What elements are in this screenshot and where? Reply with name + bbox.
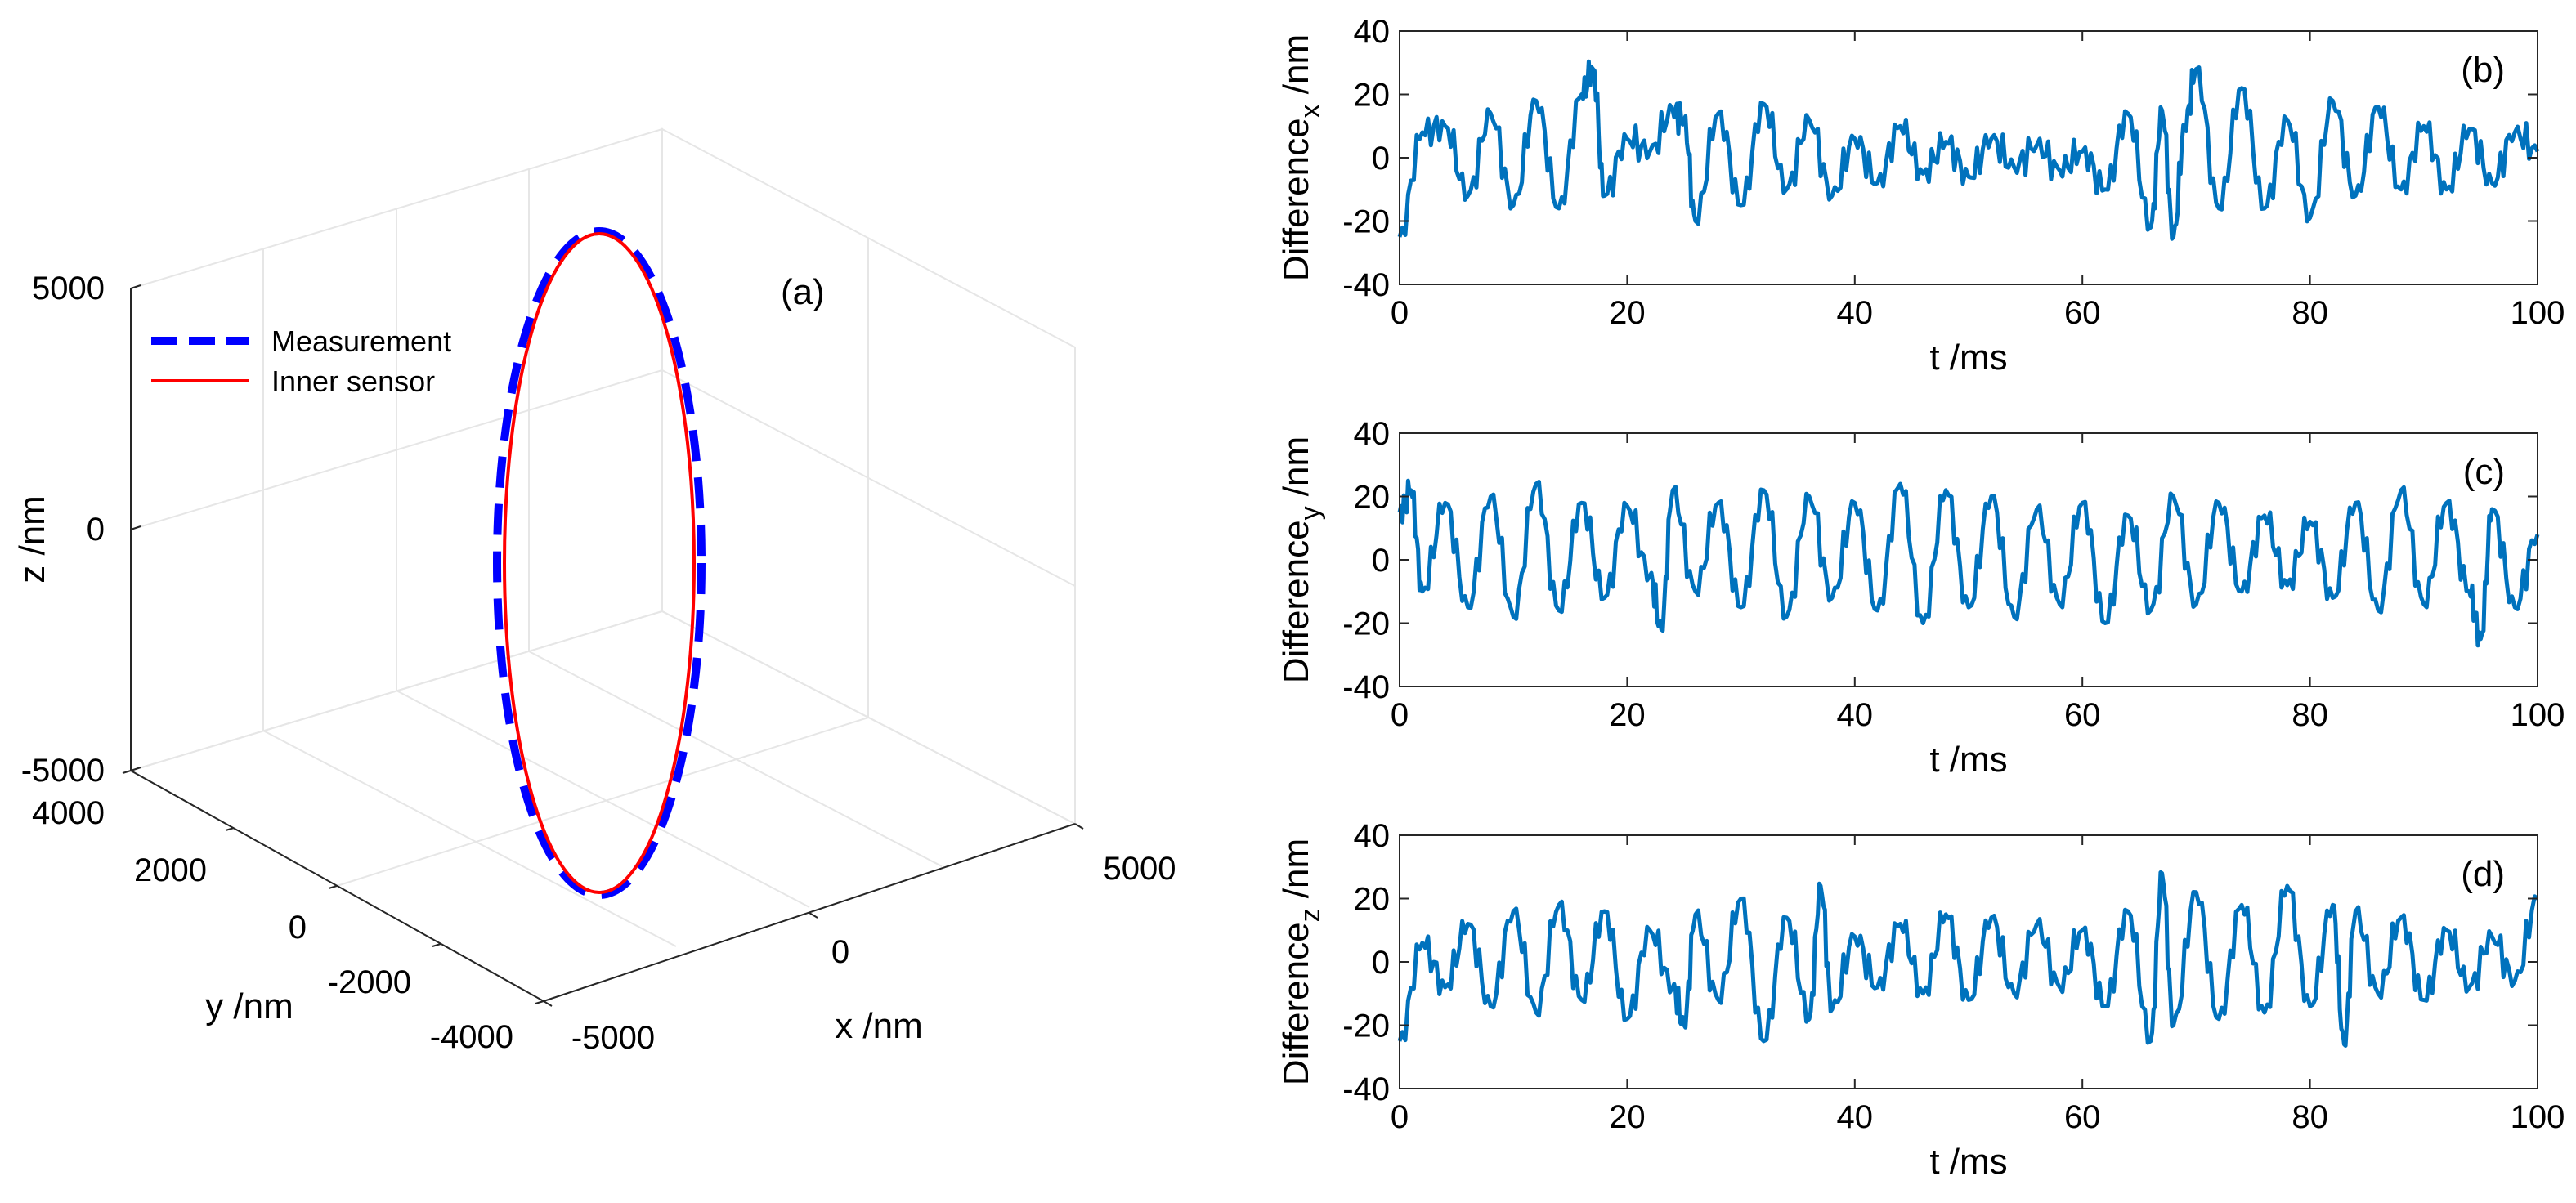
panel-label: (a): [781, 272, 825, 312]
x-axis-label: t /ms: [1929, 740, 2007, 780]
x-tick-label: 100: [2511, 295, 2565, 331]
x-axis-label: x /nm: [835, 1006, 923, 1046]
x-tick-label: 40: [1837, 697, 1874, 733]
x-tick-label: 0: [1391, 697, 1409, 733]
panel-a-3d-plot: 5000 0 -5000 4000 2000 0 -2000 -4000 -50…: [12, 127, 1176, 1056]
panel-label: (b): [2461, 50, 2505, 90]
panel-label: (c): [2463, 452, 2505, 492]
z-tick-label: -5000: [21, 753, 105, 789]
y-tick-label: -2000: [328, 964, 411, 1000]
x-axis-line: [543, 823, 1076, 1002]
legend-measurement-label: Measurement: [271, 324, 451, 358]
x-tick-label: 0: [1391, 1099, 1409, 1135]
y-tick-label: 0: [1372, 543, 1390, 579]
x-tick-label: 60: [2064, 697, 2101, 733]
y-tick-label: -20: [1342, 1008, 1390, 1044]
x-tick-label: 40: [1837, 295, 1874, 331]
x-ticks: -5000 0 5000: [543, 823, 1176, 1056]
panel-c-difference-y: 0 20 40 60 80 100 40 20 0 -20 -40 t /ms Differencey …: [1276, 416, 2565, 780]
y-axis-label: Differencey /nm: [1276, 436, 1326, 683]
x-tick-label: -5000: [571, 1020, 655, 1056]
x-tick-label: 0: [1391, 295, 1409, 331]
difference-series-line: [1397, 59, 2540, 241]
x-tick-label: 20: [1609, 697, 1646, 733]
measurement-curve: [493, 227, 706, 899]
floor: [128, 610, 1077, 1003]
z-axis-label: z /nm: [12, 495, 52, 584]
panel-label: (d): [2461, 854, 2505, 894]
y-tick-label: 2000: [134, 852, 207, 888]
y-tick-label: 0: [289, 910, 307, 946]
z-tick-label: 0: [87, 512, 105, 548]
legend-inner-sensor-label: Inner sensor: [271, 364, 435, 398]
legend: Measurement Inner sensor: [151, 324, 451, 398]
x-tick-label: 60: [2064, 295, 2101, 331]
x-tick-label: 20: [1609, 1099, 1646, 1135]
y-tick-label: 20: [1354, 480, 1391, 516]
z-tick-label: 5000: [32, 271, 105, 306]
y-tick-label: 40: [1354, 14, 1391, 50]
x-tick-label: 5000: [1104, 851, 1176, 887]
x-axis-label: t /ms: [1929, 1142, 2007, 1182]
x-tick-label: 0: [831, 934, 849, 970]
y-axis-label: Differencez /nm: [1276, 839, 1326, 1085]
y-tick-label: 4000: [32, 795, 105, 831]
y-axis-label: y /nm: [205, 986, 293, 1026]
x-tick-label: 40: [1837, 1099, 1874, 1135]
x-tick-label: 100: [2511, 1099, 2565, 1135]
panel-d-difference-z: 0 20 40 60 80 100 40 20 0 -20 -40 t /ms Differencez …: [1276, 818, 2565, 1182]
x-axis-label: t /ms: [1929, 338, 2007, 378]
inner-sensor-curve: [503, 232, 696, 894]
y-axis-label: Differencex /nm: [1276, 34, 1326, 281]
difference-series-line: [1397, 870, 2539, 1048]
y-tick-label: -4000: [430, 1019, 513, 1055]
y-tick-label: 40: [1354, 416, 1391, 452]
difference-series-line: [1397, 478, 2540, 648]
y-tick-label: -20: [1342, 204, 1390, 240]
3d-grid: [128, 127, 1077, 1003]
y-ticks: 4000 2000 0 -2000 -4000: [32, 770, 544, 1055]
x-tick-label: 20: [1609, 295, 1646, 331]
y-tick-label: 0: [1372, 945, 1390, 981]
y-tick-label: -20: [1342, 606, 1390, 642]
y-tick-label: -40: [1342, 1071, 1390, 1107]
y-axis-line: [130, 770, 544, 1002]
x-tick-label: 80: [2292, 697, 2328, 733]
x-tick-label: 100: [2511, 697, 2565, 733]
z-ticks: 5000 0 -5000: [21, 271, 141, 789]
y-tick-label: 40: [1354, 818, 1391, 854]
x-tick-label: 60: [2064, 1099, 2101, 1135]
y-tick-label: -40: [1342, 669, 1390, 705]
y-tick-label: 20: [1354, 882, 1391, 918]
x-tick-label: 80: [2292, 1099, 2328, 1135]
x-tick-label: 80: [2292, 295, 2328, 331]
y-tick-label: 0: [1372, 141, 1390, 177]
y-tick-label: -40: [1342, 267, 1390, 303]
panel-b-difference-x: 0 20 40 60 80 100 40 20 0 -20 -40 t /ms Differencex …: [1276, 14, 2565, 378]
y-tick-label: 20: [1354, 78, 1391, 114]
